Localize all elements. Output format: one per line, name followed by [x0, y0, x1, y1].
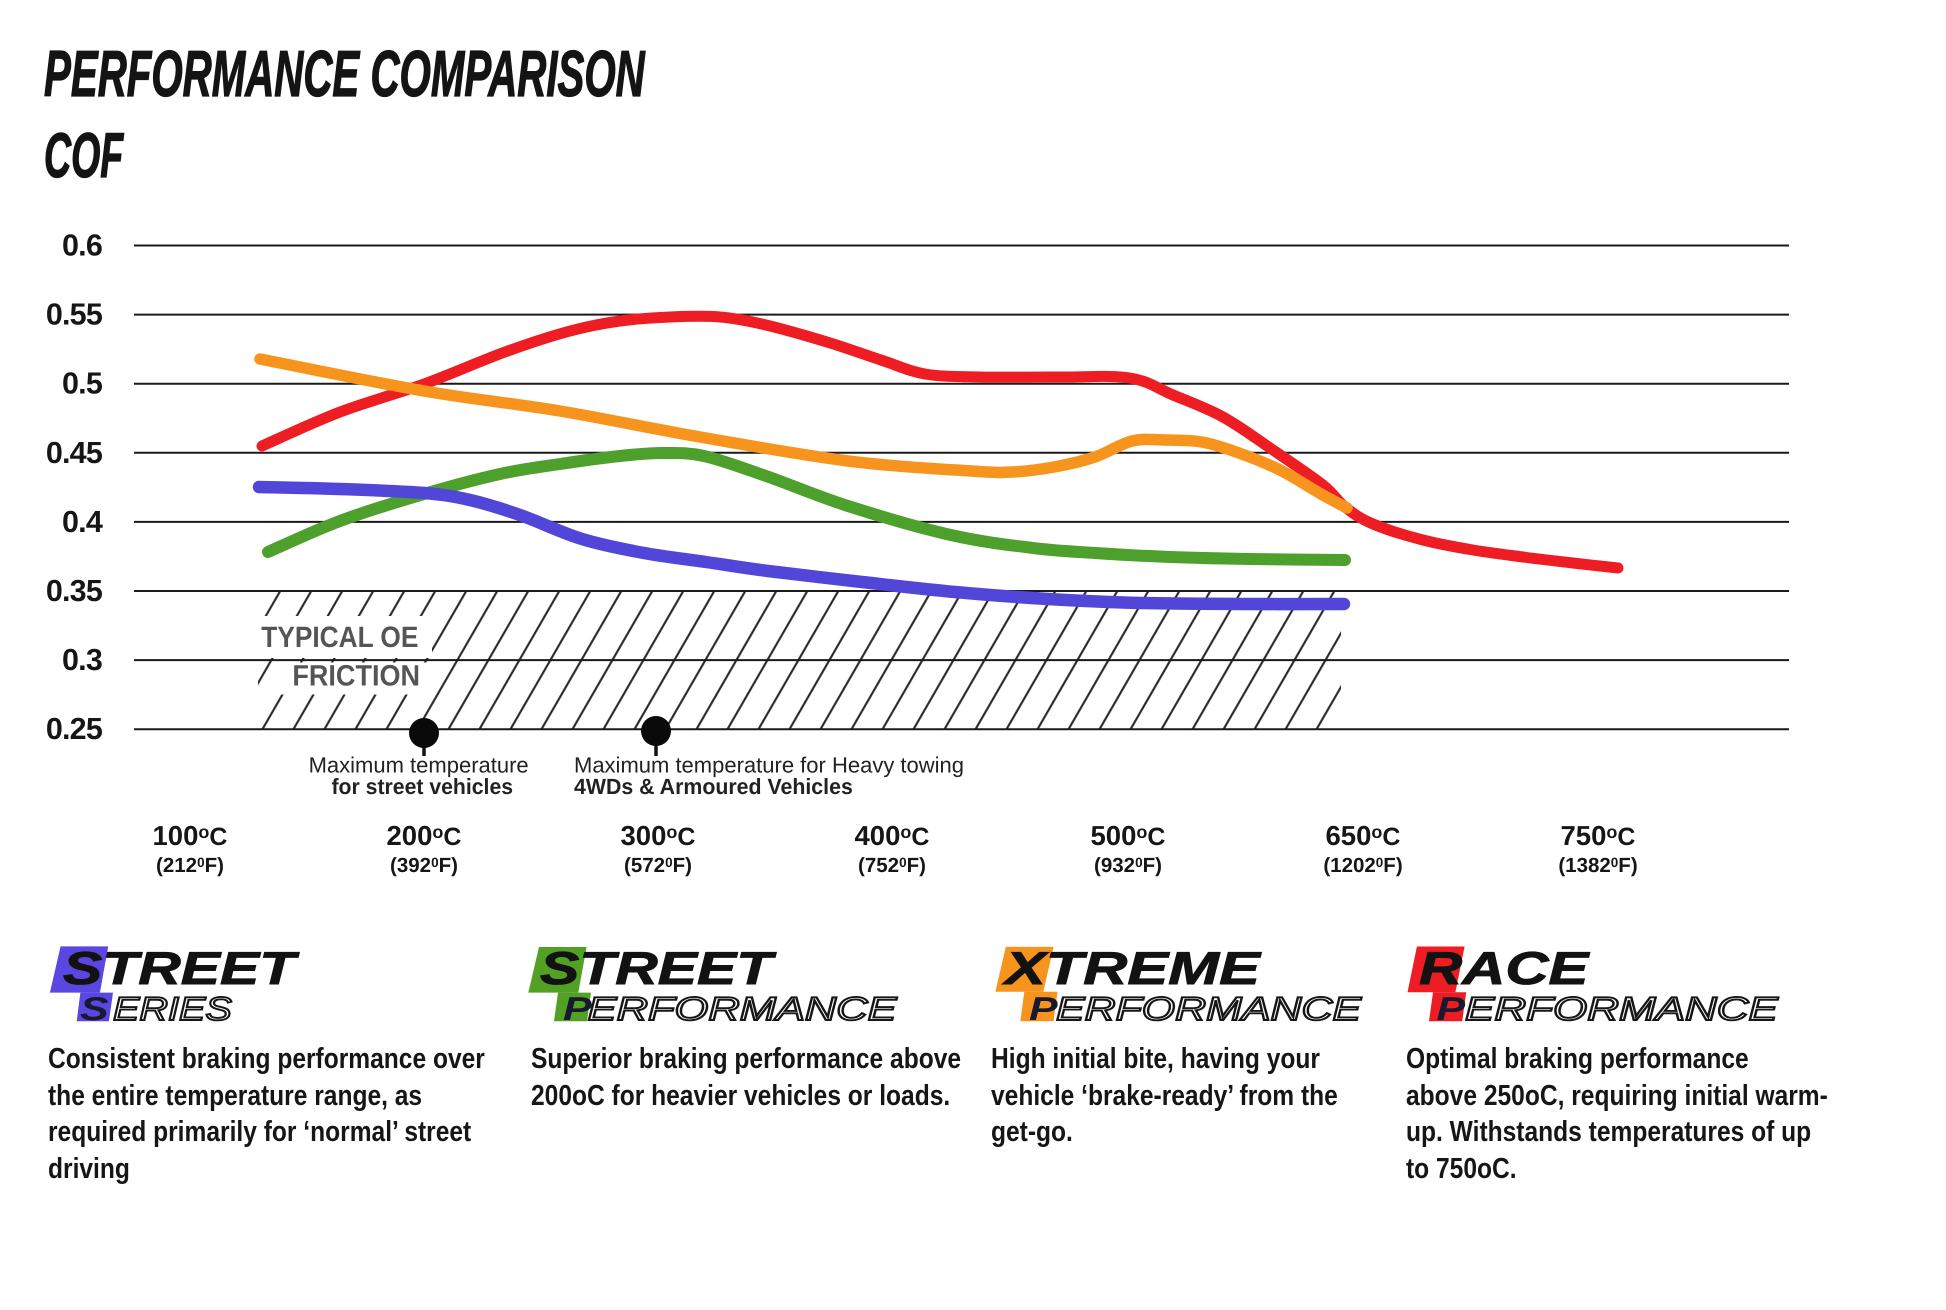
svg-text:(13820F): (13820F)	[1558, 854, 1637, 877]
svg-text:0.55: 0.55	[46, 298, 103, 332]
svg-text:0.45: 0.45	[46, 436, 103, 470]
svg-text:(12020F): (12020F)	[1323, 854, 1402, 877]
svg-text:0.4: 0.4	[62, 505, 103, 539]
svg-text:750oC: 750oC	[1561, 820, 1636, 851]
svg-text:4WDs & Armoured Vehicles: 4WDs & Armoured Vehicles	[574, 774, 853, 799]
svg-text:ERFORMANCE: ERFORMANCE	[1056, 990, 1362, 1027]
svg-text:TYPICAL OE: TYPICAL OE	[261, 621, 418, 654]
svg-text:Maximum temperature for Heavy: Maximum temperature for Heavy towing	[574, 752, 964, 777]
svg-text:ERFORMANCE: ERFORMANCE	[1465, 990, 1779, 1027]
svg-text:RACE: RACE	[1419, 942, 1590, 994]
svg-text:XTREME: XTREME	[1001, 942, 1262, 994]
svg-text:650oC: 650oC	[1326, 820, 1401, 851]
svg-text:P: P	[1029, 990, 1059, 1027]
svg-text:(7520F): (7520F)	[858, 854, 926, 877]
svg-text:500oC: 500oC	[1091, 820, 1166, 851]
svg-text:(5720F): (5720F)	[624, 854, 692, 877]
svg-text:for street vehicles: for street vehicles	[332, 774, 514, 799]
svg-text:0.5: 0.5	[62, 367, 103, 401]
svg-text:400oC: 400oC	[855, 820, 930, 851]
svg-text:Maximum temperature: Maximum temperature	[309, 752, 529, 777]
svg-text:FRICTION: FRICTION	[292, 660, 420, 693]
svg-text:P: P	[563, 990, 593, 1027]
svg-text:300oC: 300oC	[621, 820, 696, 851]
svg-text:ERIES: ERIES	[113, 990, 232, 1027]
svg-text:(2120F): (2120F)	[156, 854, 224, 877]
svg-text:S: S	[80, 990, 109, 1027]
svg-text:200oC: 200oC	[387, 820, 462, 851]
svg-text:0.25: 0.25	[46, 712, 103, 746]
svg-text:STREET: STREET	[63, 942, 300, 994]
svg-text:0.6: 0.6	[62, 229, 102, 263]
svg-text:100oC: 100oC	[153, 820, 228, 851]
svg-text:STREET: STREET	[540, 942, 777, 994]
svg-text:P: P	[1437, 990, 1467, 1027]
svg-text:0.35: 0.35	[46, 574, 103, 608]
svg-text:(9320F): (9320F)	[1094, 854, 1162, 877]
svg-text:(3920F): (3920F)	[390, 854, 458, 877]
svg-text:ERFORMANCE: ERFORMANCE	[588, 990, 898, 1027]
svg-text:0.3: 0.3	[62, 643, 102, 677]
